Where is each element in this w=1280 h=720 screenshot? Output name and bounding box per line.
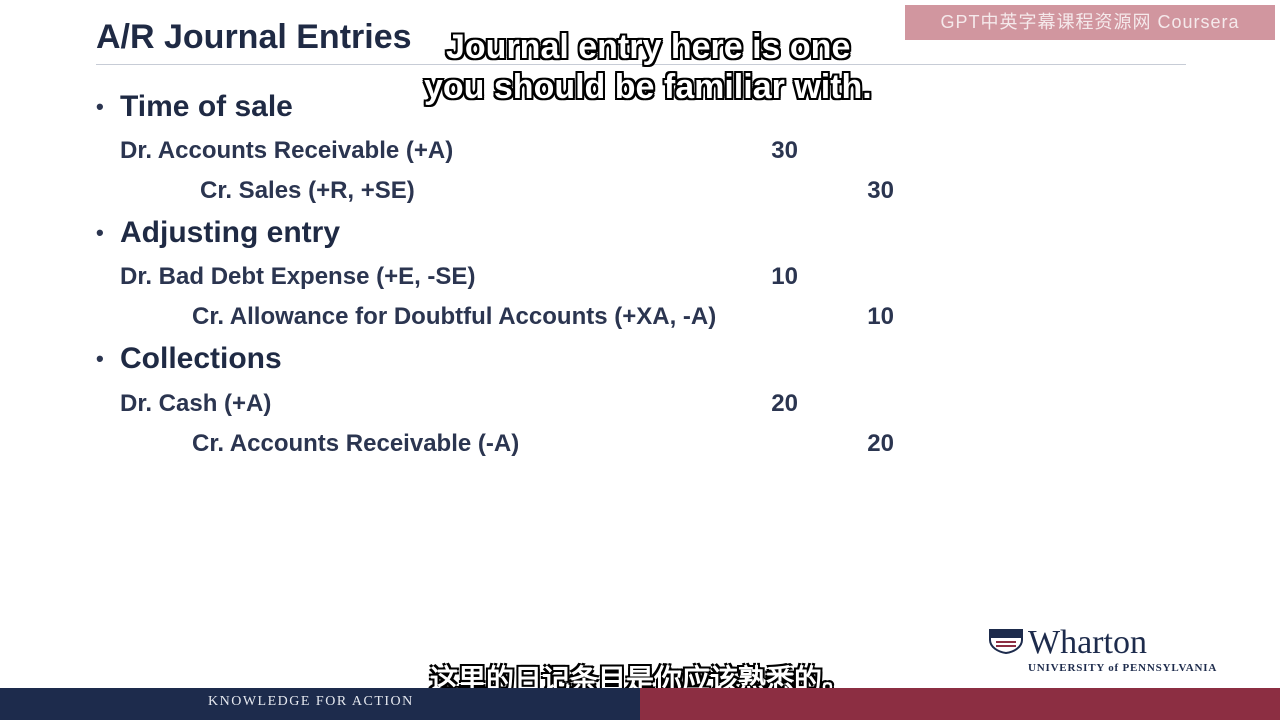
watermark-banner: GPT中英字幕课程资源网 Coursera [905, 5, 1275, 40]
bullet-icon: • [96, 94, 104, 119]
footer-tagline: KNOWLEDGE FOR ACTION [208, 694, 414, 709]
bullet-icon: • [96, 220, 104, 245]
journal-line-cr: Cr. Allowance for Doubtful Accounts (+XA… [192, 303, 717, 330]
credit-amount: 30 [867, 177, 894, 204]
section-heading-text: Collections [120, 342, 282, 375]
debit-amount: 10 [771, 263, 798, 290]
debit-amount: 30 [771, 137, 798, 164]
section-heading-text: Adjusting entry [120, 216, 341, 249]
journal-line-dr: Dr. Accounts Receivable (+A) [120, 137, 454, 164]
journal-line-dr: Dr. Bad Debt Expense (+E, -SE) [120, 263, 476, 290]
journal-line-cr: Cr. Sales (+R, +SE) [200, 177, 415, 204]
journal-line-dr: Dr. Cash (+A) [120, 390, 272, 417]
section-heading-adjusting-entry: • Adjusting entry [96, 216, 340, 250]
logo-subtitle: UNIVERSITY of PENNSYLVANIA [1028, 662, 1218, 674]
footer-bar-navy [0, 688, 640, 720]
penn-shield-icon [988, 628, 1024, 655]
credit-amount: 10 [867, 303, 894, 330]
english-caption-line2: you should be familiar with. [424, 68, 872, 106]
section-heading-text: Time of sale [120, 90, 293, 123]
logo-wordmark: Wharton [1028, 624, 1147, 661]
slide-title: A/R Journal Entries [96, 18, 412, 56]
debit-amount: 20 [771, 390, 798, 417]
english-caption-line1: Journal entry here is one [446, 28, 851, 66]
journal-line-cr: Cr. Accounts Receivable (-A) [192, 430, 520, 457]
section-heading-collections: • Collections [96, 342, 282, 376]
credit-amount: 20 [867, 430, 894, 457]
bullet-icon: • [96, 346, 104, 371]
wharton-logo: Wharton UNIVERSITY of PENNSYLVANIA [988, 624, 1218, 674]
section-heading-time-of-sale: • Time of sale [96, 90, 293, 124]
footer-bar-maroon [640, 688, 1280, 720]
title-divider [96, 64, 1186, 65]
